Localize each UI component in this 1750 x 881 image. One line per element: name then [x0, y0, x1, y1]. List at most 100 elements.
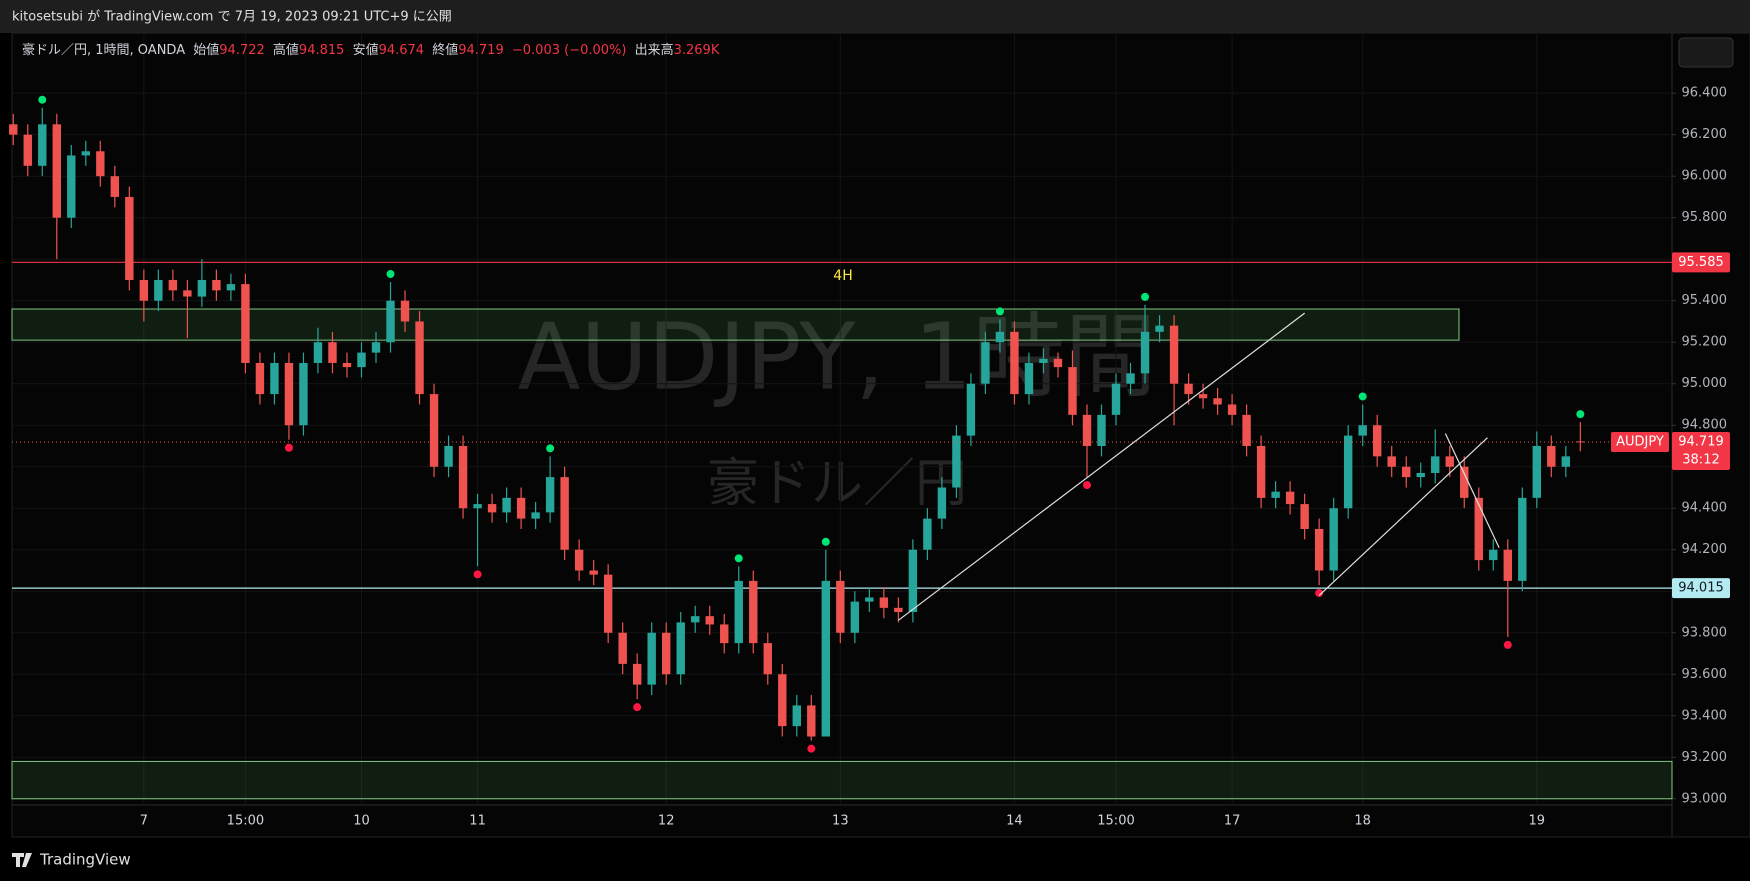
candle-body [545, 477, 555, 513]
pivot-low [284, 443, 293, 452]
plot-layer: 93.00093.20093.40093.60093.80094.00094.2… [9, 33, 1730, 829]
pivot-high [1358, 392, 1367, 401]
level-label-box [1672, 252, 1730, 273]
candle-body [995, 331, 1005, 343]
candle-body [9, 124, 18, 135]
plot-frame [11, 32, 1750, 838]
candle-body [357, 352, 366, 368]
candle-body [1010, 331, 1019, 395]
level-label: 95.585 [1678, 255, 1724, 270]
trendline [1444, 433, 1500, 548]
candle-body [1402, 466, 1411, 478]
candle-body [386, 300, 395, 343]
candle-body [531, 512, 540, 519]
trendline [898, 312, 1306, 621]
annotation: 4H [833, 268, 852, 284]
candle-body [705, 616, 714, 625]
pivot-high [734, 554, 743, 563]
pivot-low [633, 703, 642, 712]
legend-value: 94.674 [379, 43, 425, 58]
candle-body [270, 362, 279, 395]
candle-body [1532, 445, 1542, 498]
pivot-high [821, 537, 830, 546]
candle-body [110, 176, 120, 197]
level-label: 94.015 [1678, 581, 1724, 596]
candle-body [1314, 528, 1324, 571]
y-tick-label: 95.200 [1682, 335, 1728, 350]
ticker: AUDJPY [1616, 435, 1664, 450]
candle-body [487, 504, 497, 513]
candle-body [284, 362, 294, 426]
candle-body [38, 124, 47, 166]
candle-body [1343, 435, 1353, 509]
candle-body [618, 632, 627, 664]
candle-body [1431, 456, 1440, 473]
legend-label: 高値 [273, 42, 299, 58]
candle-body [1227, 404, 1237, 415]
candle-body [1518, 497, 1527, 581]
pivot-low [473, 570, 482, 579]
candle-body [865, 597, 874, 602]
candle-body [1053, 358, 1063, 368]
candle-body [821, 580, 831, 737]
candle-body [1184, 383, 1193, 395]
pivot-high [546, 444, 555, 453]
x-tick-label: 10 [353, 814, 370, 829]
candle-body [792, 705, 801, 727]
candle-body [1561, 456, 1571, 467]
y-tick-label: 96.000 [1682, 169, 1728, 184]
candle-body [342, 362, 352, 368]
candle-body [1213, 398, 1222, 405]
candle-body [1068, 367, 1077, 415]
candle-body [96, 151, 105, 177]
level-label-box [1672, 578, 1730, 599]
watermark-subtitle: 豪ドル／円 [707, 454, 967, 514]
candle-body [429, 394, 439, 467]
x-tick-label: 12 [658, 814, 675, 829]
candle-body [1285, 491, 1295, 505]
header: kitosetsubi が TradingView.com で 7月 19, 2… [12, 10, 452, 25]
candle-body [313, 342, 323, 363]
candle-body [589, 570, 598, 575]
candle-body [241, 284, 250, 363]
candle-body [807, 705, 816, 737]
last-price-label: 94.719 [1678, 435, 1724, 450]
candle-body [1372, 425, 1382, 457]
candle-body [763, 643, 772, 675]
candle-body [574, 549, 584, 571]
candle-body [836, 580, 845, 633]
pivot-high [995, 307, 1004, 316]
candle-body [981, 342, 990, 384]
candle-body [1198, 394, 1208, 399]
candle-body [444, 445, 453, 467]
pivot-high [38, 95, 47, 104]
pivot-low [807, 744, 816, 753]
candle-body [632, 663, 642, 685]
legend-value: 94.815 [299, 43, 345, 58]
y-tick-label: 94.400 [1682, 501, 1728, 516]
candle-body [850, 601, 860, 633]
y-tick-label: 94.800 [1682, 418, 1728, 433]
candle-body [1169, 325, 1179, 384]
candle-body [1503, 549, 1512, 581]
candle-body [647, 632, 656, 685]
candle-body [1082, 414, 1092, 446]
candle-body [299, 362, 308, 426]
candle-body [516, 497, 526, 519]
legend-value: 94.719 [458, 43, 504, 58]
candle-body [1256, 445, 1266, 498]
candle-body [676, 622, 685, 675]
candle-body [67, 155, 76, 218]
legend: 豪ドル／円, 1時間, OANDA 始値94.722 高値94.815 安値94… [22, 42, 720, 58]
candle-body [197, 279, 207, 297]
candle-body [139, 279, 149, 301]
toolbar-button[interactable] [1678, 37, 1734, 68]
legend-label: 出来高 [635, 42, 674, 58]
candle-body [400, 300, 410, 322]
y-tick-label: 93.800 [1682, 625, 1728, 640]
x-tick-label: 15:00 [227, 814, 264, 829]
candle-body [255, 362, 265, 395]
pivot-high [1141, 292, 1150, 301]
y-tick-label: 95.000 [1682, 376, 1728, 391]
candle-body [1358, 425, 1367, 436]
